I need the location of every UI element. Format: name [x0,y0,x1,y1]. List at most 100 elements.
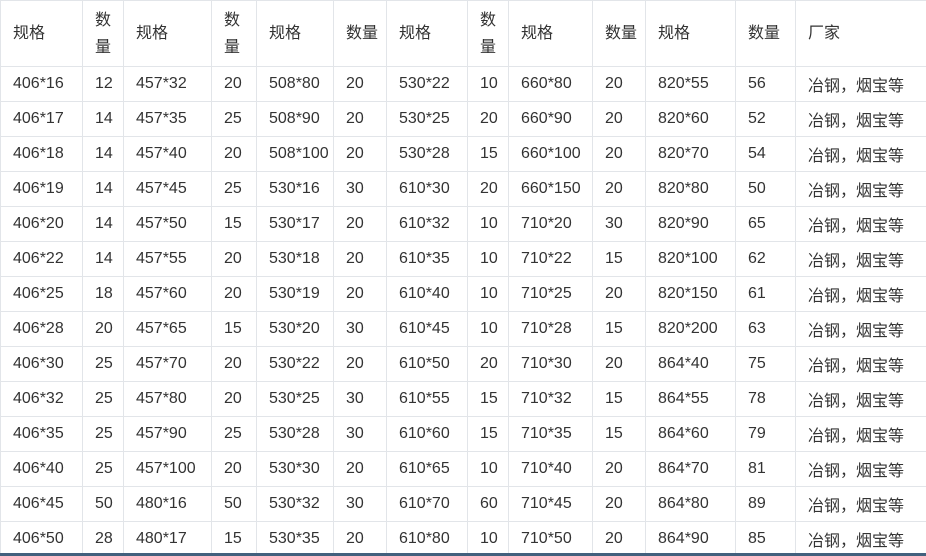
qty-cell: 20 [333,521,387,556]
qty-cell: 30 [333,311,387,347]
spec-cell: 710*20 [508,206,593,242]
spec-cell: 660*90 [508,101,593,137]
spec-cell: 530*30 [256,451,334,487]
spec-cell: 710*40 [508,451,593,487]
table-row: 406*30 25 457*70 20 530*22 20 610*50 20 710*30 20… [0,346,926,382]
col-header-qty-6: 数量 [735,0,796,67]
spec-cell: 457*50 [123,206,212,242]
spec-cell: 660*100 [508,136,593,172]
spec-cell: 457*65 [123,311,212,347]
qty-cell: 14 [82,136,124,172]
qty-cell: 25 [211,416,257,452]
table-row: 406*20 14 457*50 15 530*17 20 610*32 10 710*20 30… [0,206,926,242]
qty-cell: 20 [333,101,387,137]
qty-cell: 20 [467,171,509,207]
spec-cell: 406*20 [0,206,83,242]
qty-cell: 20 [211,381,257,417]
table-body: 406*16 12 457*32 20 508*80 20 530*22 10 660*80 20… [0,66,926,556]
col-header-qty-1: 数量 [82,0,124,67]
qty-cell: 30 [333,171,387,207]
spec-cell: 820*100 [645,241,736,277]
spec-cell: 710*28 [508,311,593,347]
spec-cell: 406*19 [0,171,83,207]
spec-cell: 864*60 [645,416,736,452]
table-row: 406*18 14 457*40 20 508*100 20 530*28 15 660*100… [0,136,926,172]
qty-cell: 75 [735,346,796,382]
vendor-cell: 冶钢，烟宝等 [795,101,926,137]
qty-cell: 25 [82,451,124,487]
col-header-spec-3: 规格 [256,0,334,67]
spec-cell: 457*90 [123,416,212,452]
spec-cell: 710*35 [508,416,593,452]
spec-cell: 864*55 [645,381,736,417]
spec-cell: 406*18 [0,136,83,172]
table-row: 406*25 18 457*60 20 530*19 20 610*40 10 710*25 20… [0,276,926,312]
vendor-cell: 冶钢，烟宝等 [795,206,926,242]
qty-cell: 14 [82,171,124,207]
qty-cell: 28 [82,521,124,556]
qty-cell: 25 [211,171,257,207]
spec-cell: 530*22 [256,346,334,382]
qty-cell: 20 [592,451,646,487]
qty-cell: 20 [333,451,387,487]
spec-cell: 508*80 [256,66,334,102]
spec-cell: 660*80 [508,66,593,102]
table-row: 406*17 14 457*35 25 508*90 20 530*25 20 660*90 20… [0,101,926,137]
vendor-cell: 冶钢，烟宝等 [795,381,926,417]
qty-cell: 10 [467,521,509,556]
qty-cell: 30 [333,381,387,417]
header-row: 规格 数量 规格 数量 规格 数量 规格 数量 规格 数量 规格 数量 厂家 [0,0,926,67]
col-header-spec-6: 规格 [645,0,736,67]
spec-cell: 710*32 [508,381,593,417]
spec-cell: 610*55 [386,381,468,417]
vendor-cell: 冶钢，烟宝等 [795,486,926,522]
spec-cell: 820*80 [645,171,736,207]
qty-cell: 52 [735,101,796,137]
qty-cell: 56 [735,66,796,102]
qty-cell: 10 [467,241,509,277]
qty-cell: 20 [592,346,646,382]
vendor-cell: 冶钢，烟宝等 [795,451,926,487]
qty-cell: 81 [735,451,796,487]
spec-cell: 457*35 [123,101,212,137]
bottom-divider [0,553,926,556]
spec-cell: 710*22 [508,241,593,277]
spec-cell: 864*90 [645,521,736,556]
vendor-cell: 冶钢，烟宝等 [795,416,926,452]
qty-cell: 20 [592,101,646,137]
qty-cell: 15 [592,381,646,417]
qty-cell: 20 [333,66,387,102]
qty-cell: 20 [592,486,646,522]
spec-cell: 457*70 [123,346,212,382]
qty-cell: 15 [211,206,257,242]
qty-cell: 20 [211,451,257,487]
qty-cell: 20 [467,346,509,382]
col-header-qty-5: 数量 [592,0,646,67]
spec-cell: 457*32 [123,66,212,102]
spec-cell: 710*30 [508,346,593,382]
spec-cell: 820*55 [645,66,736,102]
qty-cell: 25 [82,381,124,417]
qty-cell: 25 [82,346,124,382]
qty-cell: 18 [82,276,124,312]
qty-cell: 14 [82,206,124,242]
spec-cell: 457*100 [123,451,212,487]
spec-cell: 530*28 [256,416,334,452]
qty-cell: 61 [735,276,796,312]
spec-cell: 457*45 [123,171,212,207]
spec-cell: 610*70 [386,486,468,522]
table-row: 406*28 20 457*65 15 530*20 30 610*45 10 710*28 15… [0,311,926,347]
qty-cell: 20 [211,66,257,102]
qty-cell: 20 [592,521,646,556]
vendor-cell: 冶钢，烟宝等 [795,276,926,312]
spec-cell: 508*90 [256,101,334,137]
qty-cell: 14 [82,101,124,137]
vendor-cell: 冶钢，烟宝等 [795,521,926,556]
spec-cell: 406*35 [0,416,83,452]
qty-cell: 14 [82,241,124,277]
spec-cell: 610*32 [386,206,468,242]
spec-cell: 710*50 [508,521,593,556]
spec-cell: 406*28 [0,311,83,347]
spec-cell: 406*25 [0,276,83,312]
